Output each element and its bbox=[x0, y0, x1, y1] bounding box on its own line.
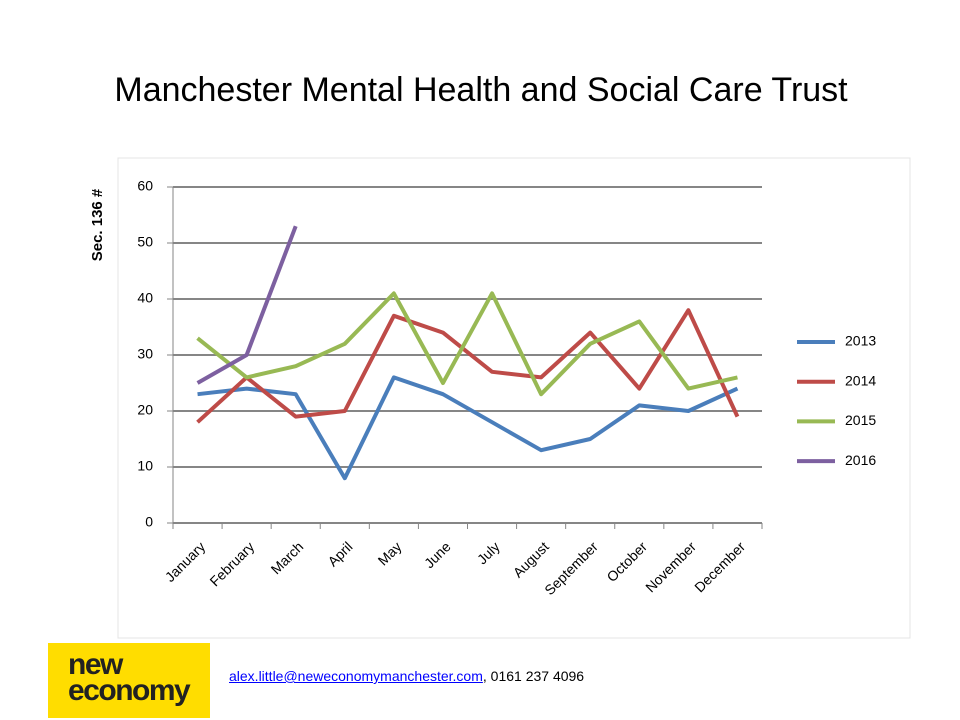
series-line bbox=[196, 308, 740, 424]
y-tick-label: 60 bbox=[137, 178, 153, 194]
chart-frame bbox=[117, 157, 911, 639]
y-tick-label: 40 bbox=[137, 290, 153, 306]
chart-title: Manchester Mental Health and Social Care… bbox=[114, 71, 848, 109]
chart: Manchester Mental Health and Social Care… bbox=[89, 71, 911, 639]
legend-label: 2016 bbox=[845, 452, 876, 468]
legend-label: 2014 bbox=[845, 372, 876, 388]
y-tick-label: 10 bbox=[137, 458, 153, 474]
series-line bbox=[196, 225, 298, 385]
logo-text: economy bbox=[68, 674, 191, 707]
contact-text: , 0161 237 4096 bbox=[482, 668, 585, 684]
logo-text: new bbox=[68, 648, 123, 681]
contact: alex.little@neweconomymanchester.com, 01… bbox=[229, 668, 584, 684]
series-line bbox=[197, 375, 739, 481]
y-tick-label: 20 bbox=[137, 402, 153, 418]
logo: new economy bbox=[48, 643, 210, 718]
y-tick-label: 30 bbox=[137, 346, 153, 362]
y-axis-label: Sec. 136 # bbox=[89, 188, 106, 261]
y-tick-label: 50 bbox=[137, 234, 153, 250]
email-link[interactable]: alex.little@neweconomymanchester.com bbox=[229, 668, 483, 684]
legend-label: 2013 bbox=[845, 333, 876, 349]
series-line bbox=[196, 291, 738, 397]
y-tick-label: 0 bbox=[145, 514, 153, 530]
legend-label: 2015 bbox=[845, 412, 876, 428]
